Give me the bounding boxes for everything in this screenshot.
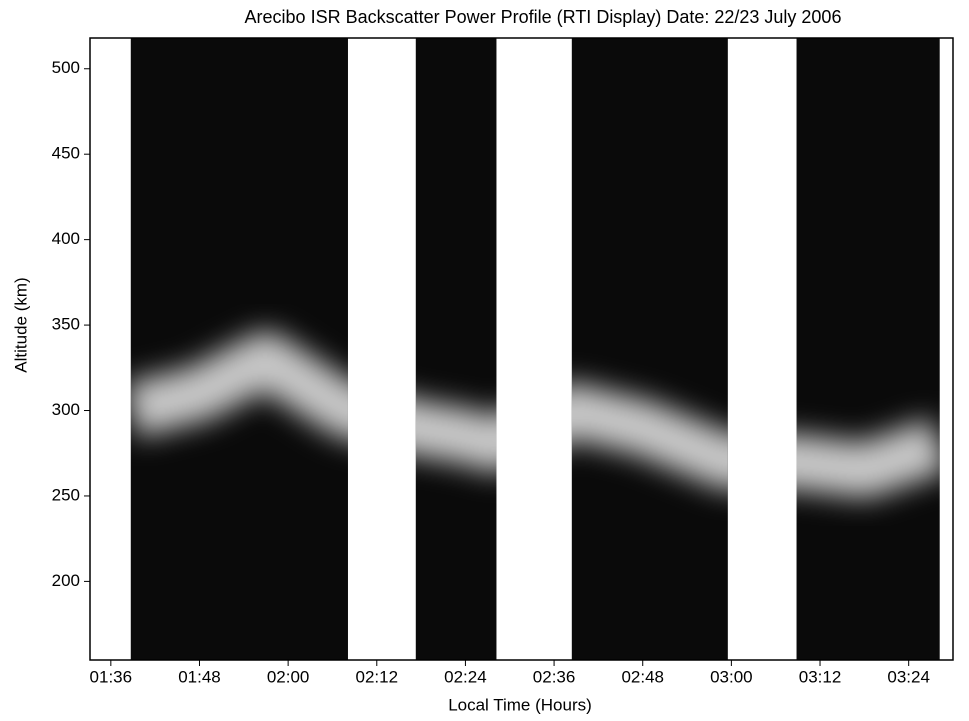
y-tick-label: 250 [52, 485, 80, 504]
plot-frame [89, 37, 954, 661]
y-tick-label: 350 [52, 315, 80, 334]
x-axis-label: Local Time (Hours) [448, 695, 592, 714]
x-tick-label: 03:00 [710, 667, 753, 686]
x-tick-label: 02:00 [267, 667, 310, 686]
x-tick-label: 02:36 [533, 667, 576, 686]
chart-title: Arecibo ISR Backscatter Power Profile (R… [245, 7, 842, 27]
x-tick-label: 02:12 [356, 667, 399, 686]
data-interval [415, 38, 497, 660]
x-tick-label: 01:48 [178, 667, 221, 686]
data-interval [796, 38, 940, 660]
y-tick-label: 200 [52, 571, 80, 590]
x-tick-label: 02:24 [444, 667, 487, 686]
y-axis-label: Altitude (km) [11, 277, 30, 372]
plot-area [130, 38, 940, 660]
x-tick-label: 02:48 [621, 667, 664, 686]
data-interval [571, 38, 728, 660]
y-tick-label: 400 [52, 229, 80, 248]
x-tick-label: 03:24 [887, 667, 930, 686]
x-tick-label: 01:36 [90, 667, 133, 686]
y-tick-label: 300 [52, 400, 80, 419]
y-tick-label: 500 [52, 58, 80, 77]
x-tick-label: 03:12 [799, 667, 842, 686]
y-tick-label: 450 [52, 144, 80, 163]
